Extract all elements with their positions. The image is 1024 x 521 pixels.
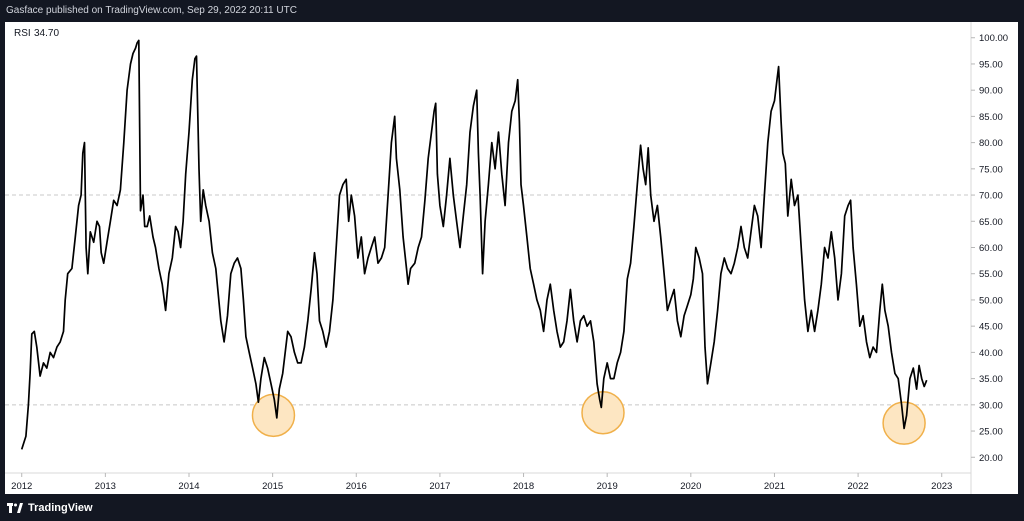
y-tick-label: 40.00 <box>979 348 1003 359</box>
highlight-circle-2 <box>581 390 625 435</box>
y-tick-label: 80.00 <box>979 138 1003 149</box>
x-tick-label: 2023 <box>931 481 952 492</box>
x-tick-label: 2020 <box>680 481 701 492</box>
x-tick-label: 2018 <box>513 481 534 492</box>
x-tick-label: 2017 <box>429 481 450 492</box>
x-tick-label: 2015 <box>262 481 283 492</box>
publisher-text: Gasface published on TradingView.com, Se… <box>6 5 297 16</box>
y-tick-label: 45.00 <box>979 322 1003 333</box>
x-tick-label: 2019 <box>597 481 618 492</box>
chart-panel[interactable]: 100.00 95.00 90.00 85.00 80.00 75.00 70.00 65.0… <box>5 22 1018 494</box>
y-tick-label: 90.00 <box>979 86 1003 97</box>
time-axis[interactable]: 2012 2013 2014 2015 2016 2017 2018 2019 2020 2021… <box>11 473 952 492</box>
y-tick-label: 95.00 <box>979 59 1003 70</box>
y-tick-label: 60.00 <box>979 243 1003 254</box>
x-tick-label: 2013 <box>95 481 116 492</box>
reference-lines <box>5 194 971 406</box>
tradingview-logo-icon[interactable] <box>7 502 23 513</box>
brand-name[interactable]: TradingView <box>28 501 93 514</box>
y-tick-label: 85.00 <box>979 112 1003 123</box>
publisher-header: Gasface published on TradingView.com, Se… <box>0 0 1024 22</box>
y-tick-label: 20.00 <box>979 453 1003 464</box>
price-axis[interactable]: 100.00 95.00 90.00 85.00 80.00 75.00 70.00 65.0… <box>971 33 1008 464</box>
x-tick-label: 2016 <box>346 481 367 492</box>
footer: TradingView <box>0 494 1024 521</box>
rsi-line <box>20 39 928 450</box>
y-tick-label: 70.00 <box>979 191 1003 202</box>
x-tick-label: 2014 <box>178 481 199 492</box>
y-tick-label: 75.00 <box>979 164 1003 175</box>
x-tick-label: 2012 <box>11 481 32 492</box>
y-tick-label: 65.00 <box>979 217 1003 228</box>
y-tick-label: 35.00 <box>979 374 1003 385</box>
x-tick-label: 2022 <box>848 481 869 492</box>
indicator-value: 34.70 <box>34 28 59 39</box>
indicator-label: RSI <box>14 28 31 39</box>
y-tick-label: 25.00 <box>979 427 1003 438</box>
y-tick-label: 55.00 <box>979 269 1003 280</box>
y-tick-label: 30.00 <box>979 400 1003 411</box>
highlight-circles <box>251 390 926 445</box>
x-tick-label: 2021 <box>764 481 785 492</box>
y-tick-label: 100.00 <box>979 33 1008 44</box>
y-tick-label: 50.00 <box>979 295 1003 306</box>
rsi-chart[interactable]: 100.00 95.00 90.00 85.00 80.00 75.00 70.00 65.0… <box>5 22 1018 494</box>
